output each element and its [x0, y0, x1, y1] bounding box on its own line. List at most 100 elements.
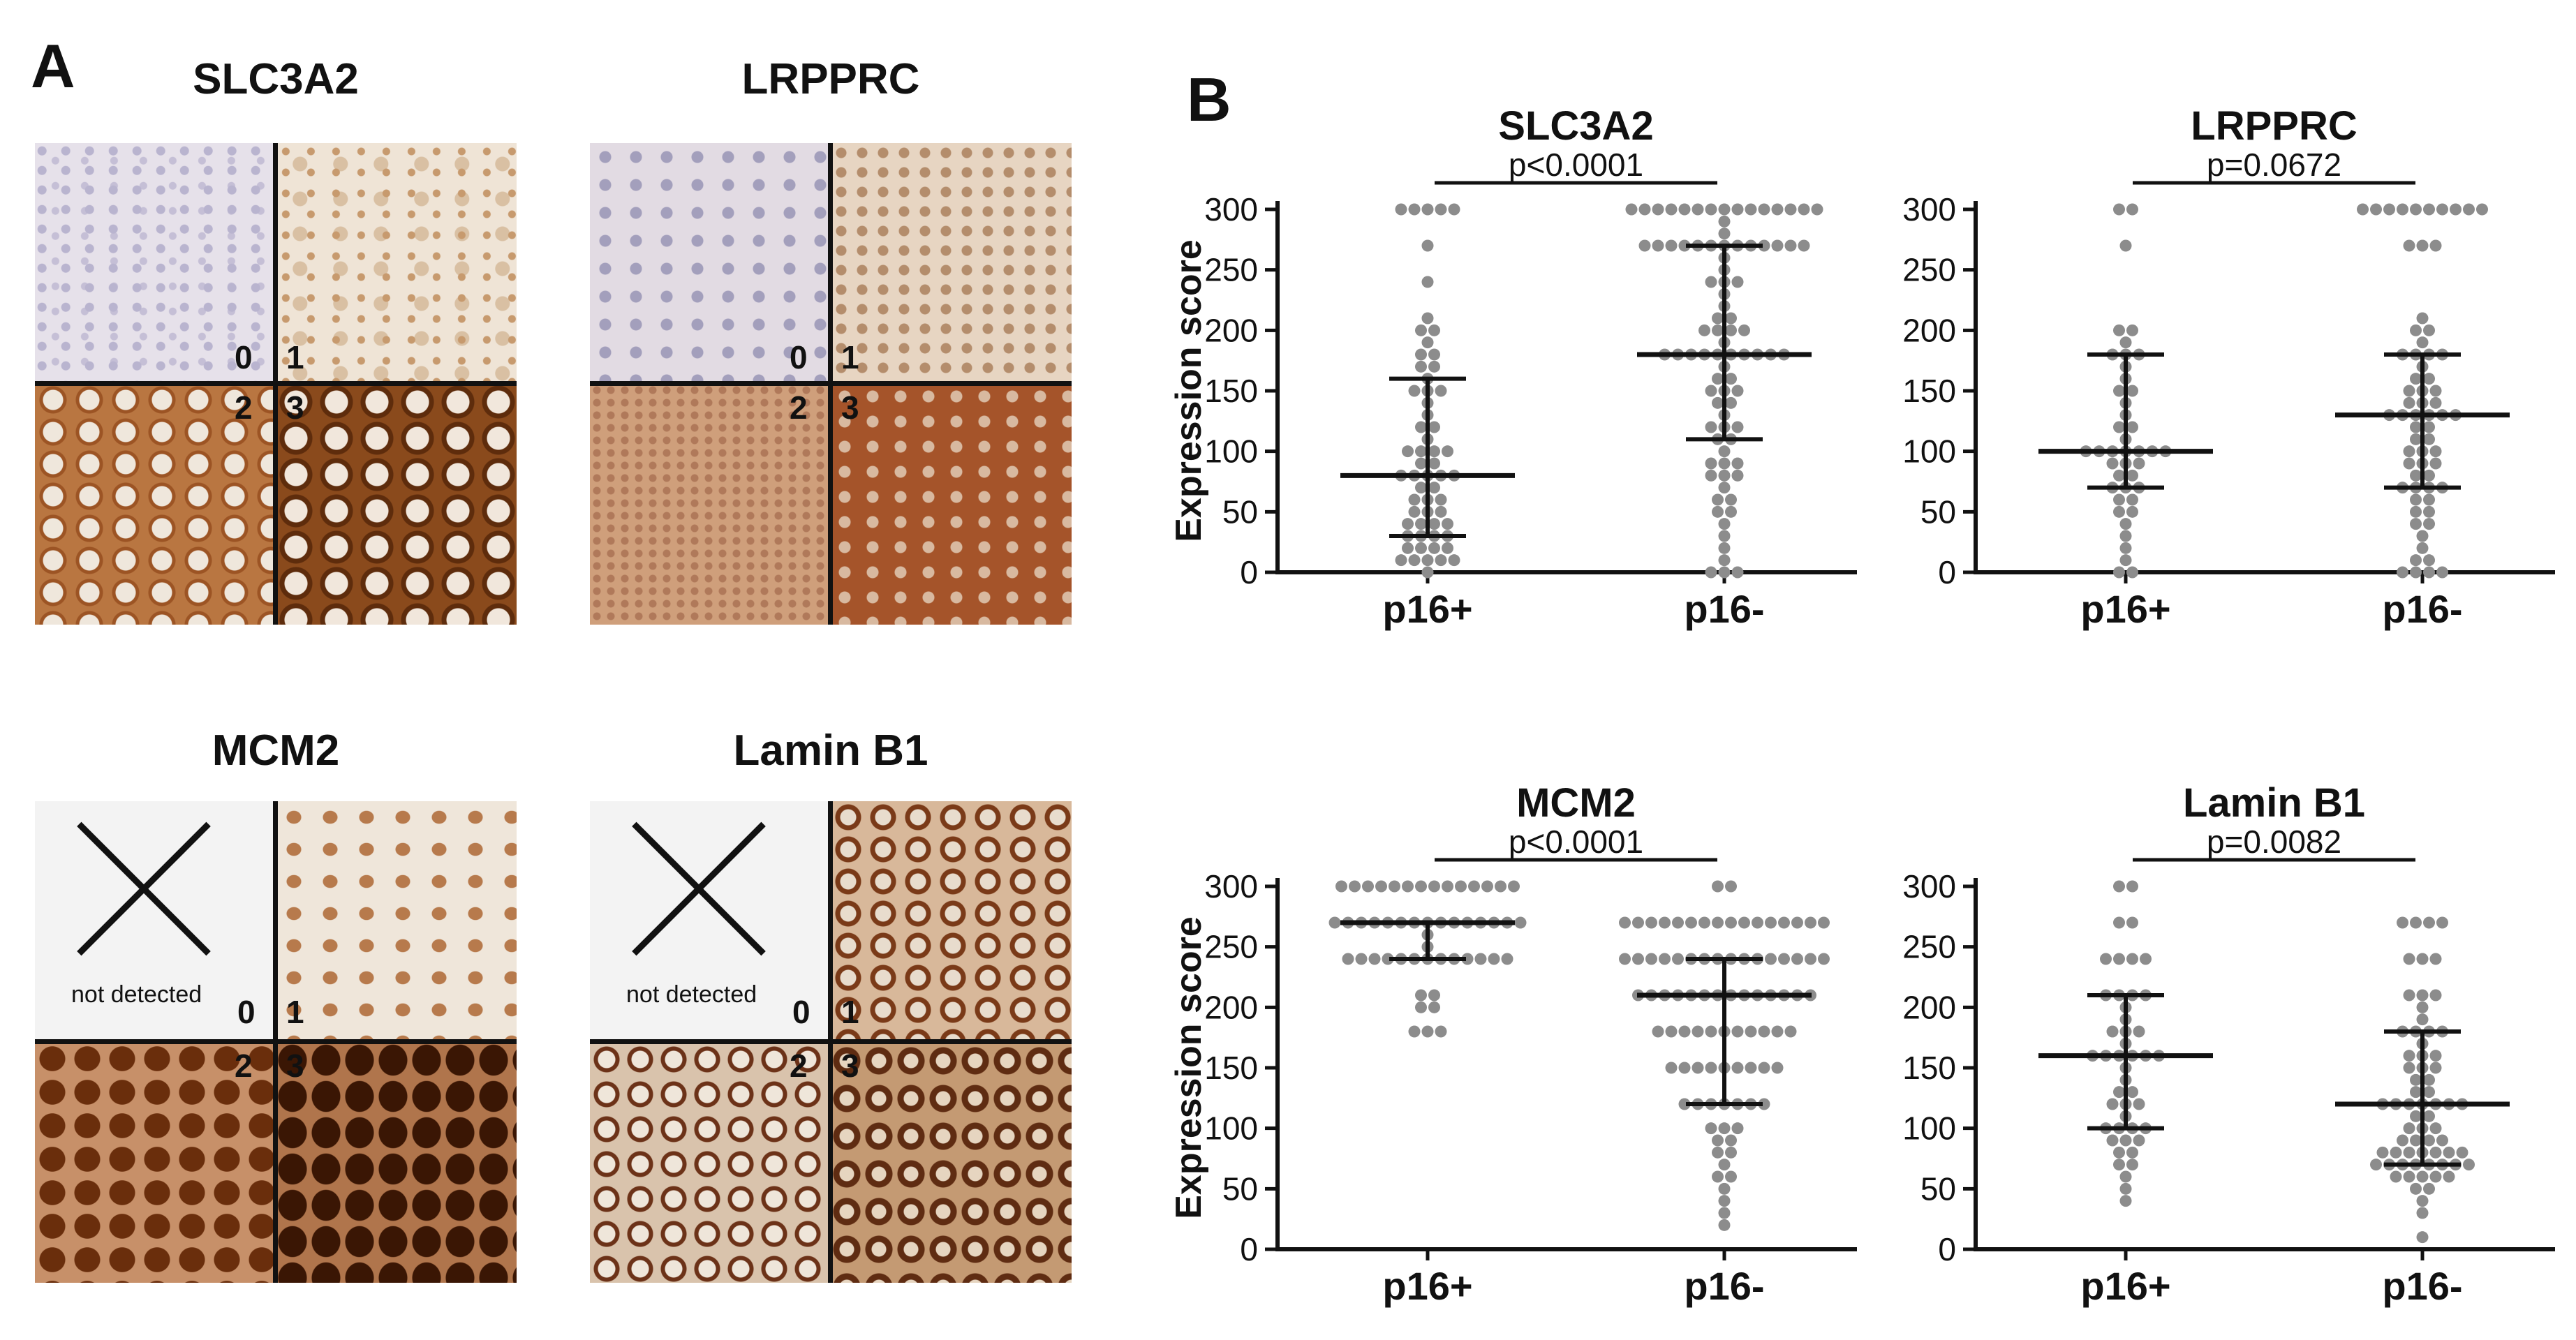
data-point [1731, 276, 1744, 288]
data-point [1712, 396, 1724, 409]
data-point [1745, 203, 1757, 216]
data-point [1692, 203, 1704, 216]
data-point [2423, 324, 2435, 336]
data-point [2119, 336, 2132, 349]
data-point [2410, 1182, 2422, 1195]
y-tick-label: 250 [1902, 252, 1956, 288]
data-point [2133, 457, 2145, 470]
y-tick-label: 200 [1204, 312, 1258, 348]
data-point [2126, 953, 2138, 965]
data-point [1718, 215, 1731, 228]
data-point [2113, 953, 2125, 965]
data-point [2383, 203, 2395, 216]
data-point [2126, 505, 2138, 518]
data-point [2429, 989, 2442, 1002]
y-tick-label: 150 [1902, 373, 1956, 409]
data-point [1718, 542, 1731, 554]
quadrant-1-image [276, 143, 517, 384]
quadrant-3-image [276, 1042, 517, 1283]
data-point [2423, 421, 2435, 433]
data-point [2429, 1146, 2442, 1159]
data-point [1652, 1025, 1664, 1038]
data-point [1514, 916, 1527, 929]
y-tick-label: 0 [1938, 1231, 1956, 1267]
data-point [1415, 1001, 1427, 1013]
quadrant-3-image [831, 384, 1072, 625]
not-detected-label: not detected [71, 981, 202, 1008]
p-value-label: p=0.0672 [2207, 147, 2341, 183]
quadrant-0-image [35, 801, 276, 1042]
quadrant-label-3: 3 [286, 389, 304, 426]
data-point [1718, 1207, 1731, 1219]
data-point [1731, 457, 1744, 470]
p-value-label: p=0.0082 [2207, 824, 2341, 860]
data-point [1428, 1001, 1440, 1013]
data-point [2443, 1170, 2455, 1183]
data-point [1435, 493, 1447, 506]
not-detected-cross-icon [73, 819, 213, 958]
data-point [1712, 916, 1724, 929]
data-point [1672, 953, 1684, 965]
data-point [1328, 916, 1341, 929]
quadrant-label-0: 0 [237, 994, 256, 1030]
data-point [1421, 566, 1434, 579]
data-point [1665, 1025, 1678, 1038]
data-point [1771, 239, 1784, 252]
data-point [2403, 239, 2415, 252]
y-tick-label: 200 [1204, 989, 1258, 1025]
data-point [1421, 203, 1434, 216]
data-point [1442, 542, 1453, 554]
data-point [1718, 554, 1731, 567]
data-point [2423, 554, 2435, 567]
quadrant-label-2: 2 [790, 1048, 808, 1084]
data-point [1415, 989, 1427, 1002]
scatter-plot-lamin-b1: Lamin B1p=0.0082 0 50 100 150 200 250 300 p16+ p1… [1902, 780, 2555, 1308]
quadrant-label-1: 1 [841, 994, 859, 1030]
x-tick-label-p16: p16- [2382, 1264, 2462, 1308]
quadrant-0-image [590, 143, 831, 384]
data-point [2416, 1013, 2429, 1026]
data-point [2376, 1146, 2389, 1159]
data-point [2429, 445, 2442, 458]
data-point [2423, 1086, 2435, 1099]
ihc-grid-slc3a2: 0 1 2 3 [35, 143, 517, 625]
quadrant-1-image [276, 801, 517, 1042]
data-point [2429, 239, 2442, 252]
data-point [1402, 445, 1414, 458]
data-point [2133, 1098, 2145, 1110]
data-point [2410, 1134, 2422, 1147]
data-point [2423, 518, 2435, 530]
data-point [1349, 880, 1361, 893]
data-point [2126, 421, 2138, 433]
data-point [1665, 1062, 1678, 1074]
y-tick-label: 300 [1902, 191, 1956, 228]
quadrant-3-image [831, 1042, 1072, 1283]
data-point [1665, 239, 1678, 252]
data-point [1415, 445, 1427, 458]
data-point [2423, 1134, 2435, 1147]
data-point [2410, 554, 2422, 567]
data-point [2436, 566, 2448, 579]
chart-title: MCM2 [1516, 780, 1636, 826]
data-point [1784, 239, 1797, 252]
data-point [2119, 1134, 2132, 1147]
data-point [2463, 1159, 2475, 1171]
data-point [2126, 324, 2138, 336]
quadrant-label-0: 0 [792, 994, 810, 1030]
data-point [2410, 1086, 2422, 1099]
data-point [2113, 880, 2125, 893]
data-point [1705, 203, 1717, 216]
data-point [1705, 1062, 1717, 1074]
data-point [2450, 203, 2462, 216]
data-point [1408, 1025, 1421, 1038]
data-point [1632, 916, 1644, 929]
y-tick-label: 0 [1240, 554, 1258, 590]
data-point [1718, 530, 1731, 542]
data-point [1712, 373, 1724, 385]
quadrant-2-image [35, 384, 276, 625]
data-point [2403, 457, 2415, 470]
data-point [2113, 385, 2125, 397]
data-point [1652, 203, 1664, 216]
data-point [1705, 469, 1717, 482]
